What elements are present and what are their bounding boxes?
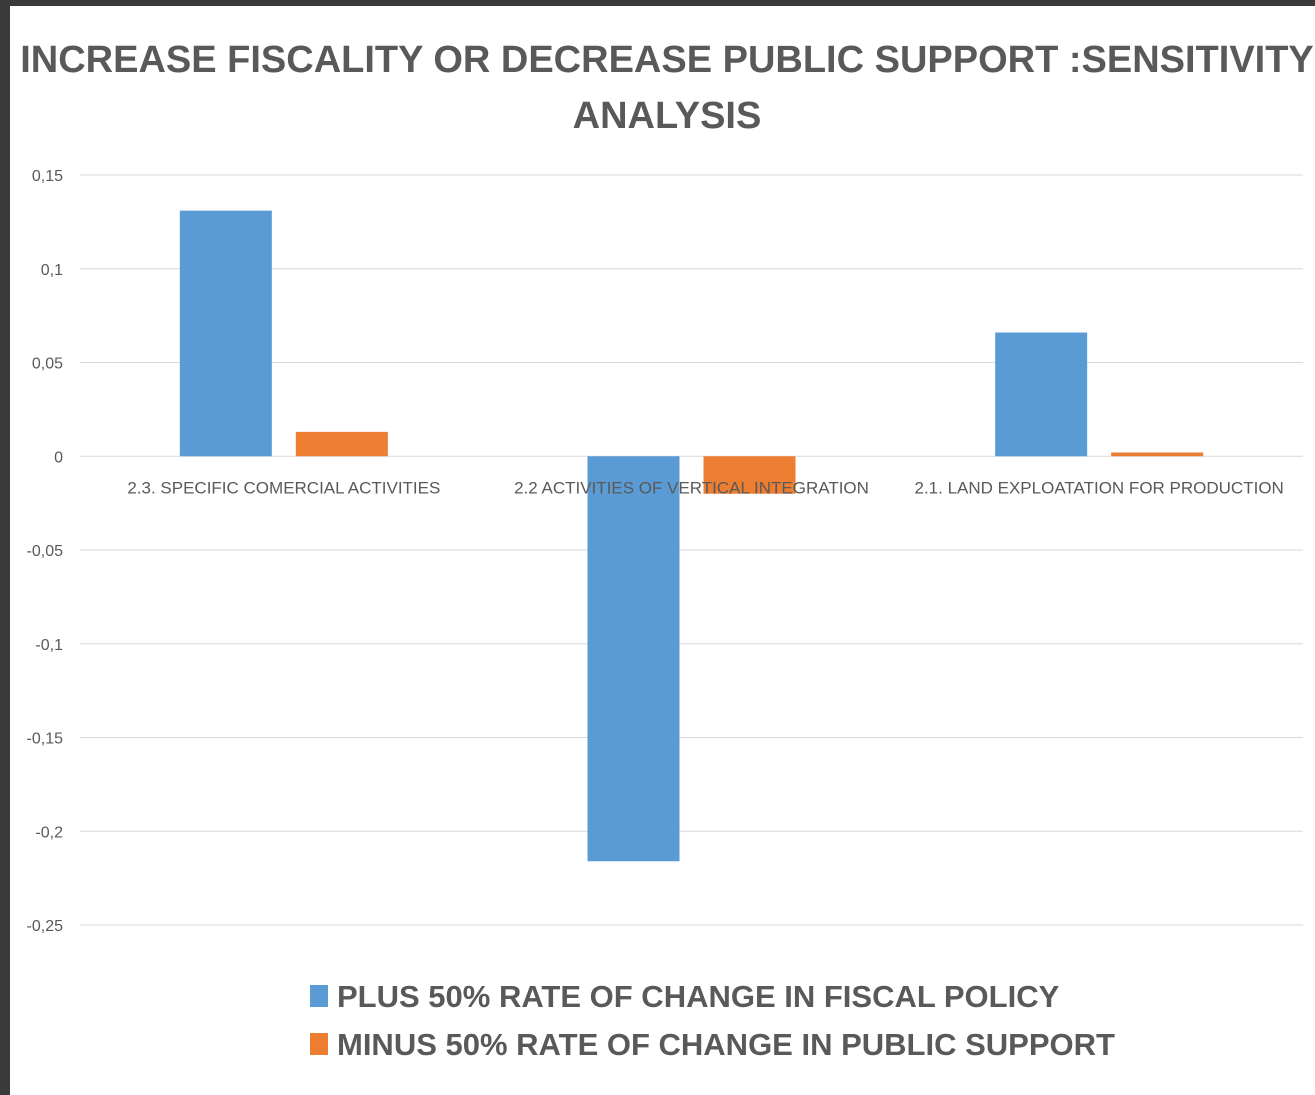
category-label: 2.3. SPECIFIC COMERCIAL ACTIVITIES	[127, 478, 440, 497]
y-tick-label: 0,15	[32, 168, 63, 185]
category-label: 2.2 ACTIVITIES OF VERTICAL INTEGRATION	[514, 478, 869, 497]
gridlines	[80, 174, 1303, 926]
y-tick-label: -0,05	[27, 543, 64, 560]
legend-label: PLUS 50% RATE OF CHANGE IN FISCAL POLICY	[337, 979, 1060, 1014]
y-tick-label: -0,2	[35, 824, 63, 841]
y-tick-label: 0,1	[41, 262, 63, 279]
legend-swatch	[310, 1033, 328, 1055]
bar-series-1	[179, 210, 272, 457]
bar-series-1	[587, 456, 680, 862]
y-tick-label: 0,05	[32, 356, 63, 373]
bar-series-2	[703, 456, 796, 494]
chart-title-line-2: ANALYSIS	[573, 95, 762, 137]
chart-title: INCREASE FISCALITY OR DECREASE PUBLIC SU…	[20, 39, 1314, 137]
y-tick-label: -0,15	[27, 731, 64, 748]
legend: PLUS 50% RATE OF CHANGE IN FISCAL POLICY…	[310, 979, 1115, 1062]
y-tick-label: 0	[54, 449, 63, 466]
category-labels: 2.3. SPECIFIC COMERCIAL ACTIVITIES 2.2 AC…	[127, 478, 1284, 497]
category-label: 2.1. LAND EXPLOATATION FOR PRODUCTION	[914, 478, 1283, 497]
chart-title-line-1: INCREASE FISCALITY OR DECREASE PUBLIC SU…	[20, 39, 1314, 81]
bar-series-1	[995, 332, 1088, 457]
legend-label: MINUS 50% RATE OF CHANGE IN PUBLIC SUPPO…	[337, 1027, 1115, 1062]
legend-swatch	[310, 985, 328, 1007]
y-tick-label: -0,25	[27, 918, 64, 935]
y-axis-tick-labels: 0,15 0,1 0,05 0 -0,05 -0,1 -0,15 -0,2 -0,25	[27, 168, 64, 935]
bar-series-2	[295, 431, 388, 457]
y-tick-label: -0,1	[35, 637, 63, 654]
bars	[179, 210, 1204, 862]
bar-series-2	[1111, 452, 1204, 457]
